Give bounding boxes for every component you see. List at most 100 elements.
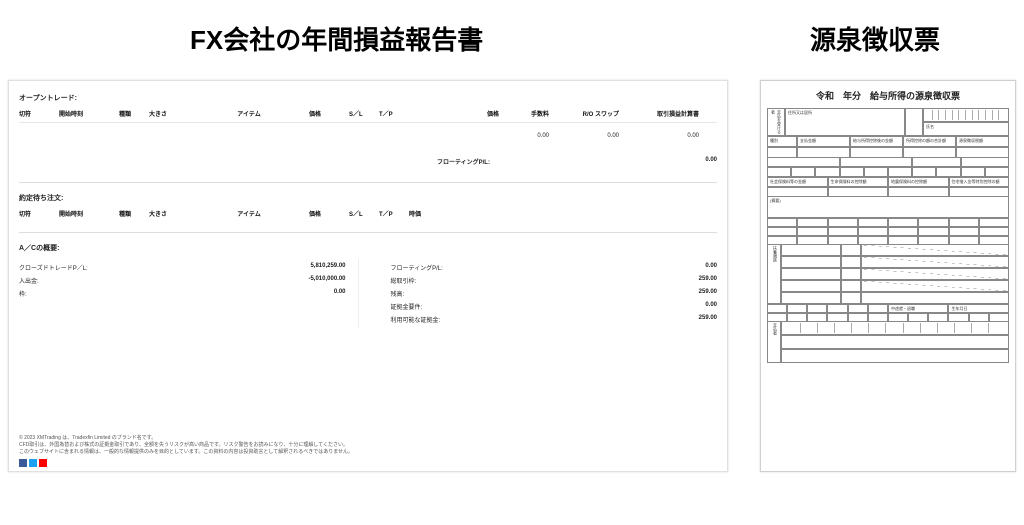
m4: [858, 218, 888, 227]
m2: [797, 218, 827, 227]
pcol-size: 大きさ: [149, 209, 189, 218]
section-open-trades-title: オープントレード:: [19, 93, 717, 103]
dep-diag2: [861, 256, 1009, 268]
field-social-ins: [767, 187, 828, 197]
r2c7: [912, 167, 936, 177]
dep-rel2: [841, 256, 861, 268]
payer-number: [781, 321, 1009, 335]
ac-summary: クローズドトレードP／L:5,810,259.00 入出金:-5,010,000…: [19, 259, 717, 328]
dep-rel5: [841, 292, 861, 304]
lc3: [807, 304, 827, 313]
field-life-ins: [828, 187, 889, 197]
r2c8: [936, 167, 960, 177]
label-birth: 生年月日: [948, 304, 1009, 313]
field-tax-amount-val: [956, 147, 1009, 158]
col-ticket: 切符: [19, 109, 59, 118]
gensen-title: 令和 年分 給与所得の源泉徴収票: [767, 89, 1009, 102]
ar-l2: 総取引枠:: [391, 276, 417, 285]
col-swap: R/O スワップ: [549, 109, 619, 118]
zero-3: 0.00: [619, 133, 699, 139]
label-tax-amount: 源泉徴収税額: [956, 136, 1009, 147]
r2c9: [961, 167, 985, 177]
heading-fx-report: FX会社の年間損益報告書: [190, 20, 483, 57]
col-sl: S／L: [349, 109, 379, 118]
m9: [767, 227, 797, 236]
m11: [828, 227, 858, 236]
footer-line1: © 2023 XMTrading は、Tradexfin Limited のブラ…: [19, 435, 717, 442]
dep-name2: [781, 256, 841, 268]
pcol-type: 種類: [119, 209, 149, 218]
youtube-icon[interactable]: [39, 459, 47, 467]
label-dependents: 扶養親族: [767, 244, 781, 304]
field-address-label: 住所又は居所: [785, 108, 905, 136]
lc5: [848, 304, 868, 313]
r2c10: [985, 167, 1009, 177]
label-type: 種別: [767, 136, 797, 147]
col-pl: 取引損益計算書: [619, 109, 699, 118]
twitter-icon[interactable]: [29, 459, 37, 467]
field-house-loan: [949, 187, 1010, 197]
m6: [918, 218, 948, 227]
label-after-deduct: 給与所得控除後の金額: [850, 136, 903, 147]
dep-name1: [781, 244, 841, 256]
label-name-side: [905, 108, 923, 136]
pending-headers: 切符 開始時刻 種類 大きさ アイテム 価格 S／L T／P 時価: [19, 209, 717, 218]
ar-v3: 259.00: [699, 289, 717, 298]
zero-1: 0.00: [499, 133, 549, 139]
ac-l3: 枠:: [19, 289, 27, 298]
ar-l5: 利用可能な証拠金:: [391, 315, 441, 324]
m3: [828, 218, 858, 227]
dep-diag4: [861, 280, 1009, 292]
pcol-tp: T／P: [379, 209, 409, 218]
row2-d: [961, 157, 1009, 167]
ac-v2: -5,010,000.00: [308, 276, 345, 285]
field-quake-ins: [888, 187, 949, 197]
dep-rel4: [841, 280, 861, 292]
dep-blank5: [861, 292, 1009, 304]
dep-diag3: [861, 268, 1009, 280]
heading-gensen: 源泉徴収票: [810, 20, 940, 57]
r2c3: [815, 167, 839, 177]
r2c1: [767, 167, 791, 177]
payer-address: [781, 335, 1009, 349]
col-price1: 価格: [309, 109, 349, 118]
m16: [979, 227, 1009, 236]
col-type: 種類: [119, 109, 149, 118]
payer-name: [781, 349, 1009, 363]
label-total-deduct: 所得控除の額の合計額: [903, 136, 956, 147]
section-pending-title: 約定待ち注文:: [19, 193, 717, 203]
floating-pl-label: フローティングP/L:: [437, 157, 517, 166]
label-quake-ins: 地震保険料の控除額: [888, 177, 949, 187]
pcol-item: アイテム: [189, 209, 309, 218]
ar-v4: 0.00: [705, 302, 717, 311]
ar-l1: フローティングP/L:: [391, 263, 443, 272]
ac-v3: 0.00: [334, 289, 346, 298]
r2c4: [840, 167, 864, 177]
section-ac-title: A／Cの概要:: [19, 243, 717, 253]
m12: [858, 227, 888, 236]
field-name: 氏名: [923, 122, 1009, 136]
footer-line2: CFD取引は、外国為替および株式の証拠金取引であり、全額を失うリスクが高い商品で…: [19, 442, 717, 449]
col-fee: 手数料: [499, 109, 549, 118]
row2-b: [840, 157, 913, 167]
label-life-ins: 生命保険料の控除額: [828, 177, 889, 187]
fx-report-panel: オープントレード: 切符 開始時刻 種類 大きさ アイテム 価格 S／L T／P…: [8, 80, 728, 472]
facebook-icon[interactable]: [19, 459, 27, 467]
ar-l4: 証拠金要件:: [391, 302, 423, 311]
lc2: [787, 304, 807, 313]
dep-name5: [781, 292, 841, 304]
r2c5: [864, 167, 888, 177]
field-pay-amount-val: [797, 147, 850, 158]
floating-pl-row: フローティングP/L: 0.00: [19, 157, 717, 166]
col-size: 大きさ: [149, 109, 189, 118]
open-trades-zero-row: 0.00 0.00 0.00: [19, 133, 717, 139]
ar-v2: 259.00: [699, 276, 717, 285]
row2-a: [767, 157, 840, 167]
ar-v5: 259.00: [699, 315, 717, 324]
ar-v1: 0.00: [705, 263, 717, 272]
col-tp: T／P: [379, 109, 409, 118]
ac-l1: クローズドトレードP／L:: [19, 263, 88, 272]
dep-diag1: [861, 244, 1009, 256]
dep-rel3: [841, 268, 861, 280]
lc4: [827, 304, 847, 313]
